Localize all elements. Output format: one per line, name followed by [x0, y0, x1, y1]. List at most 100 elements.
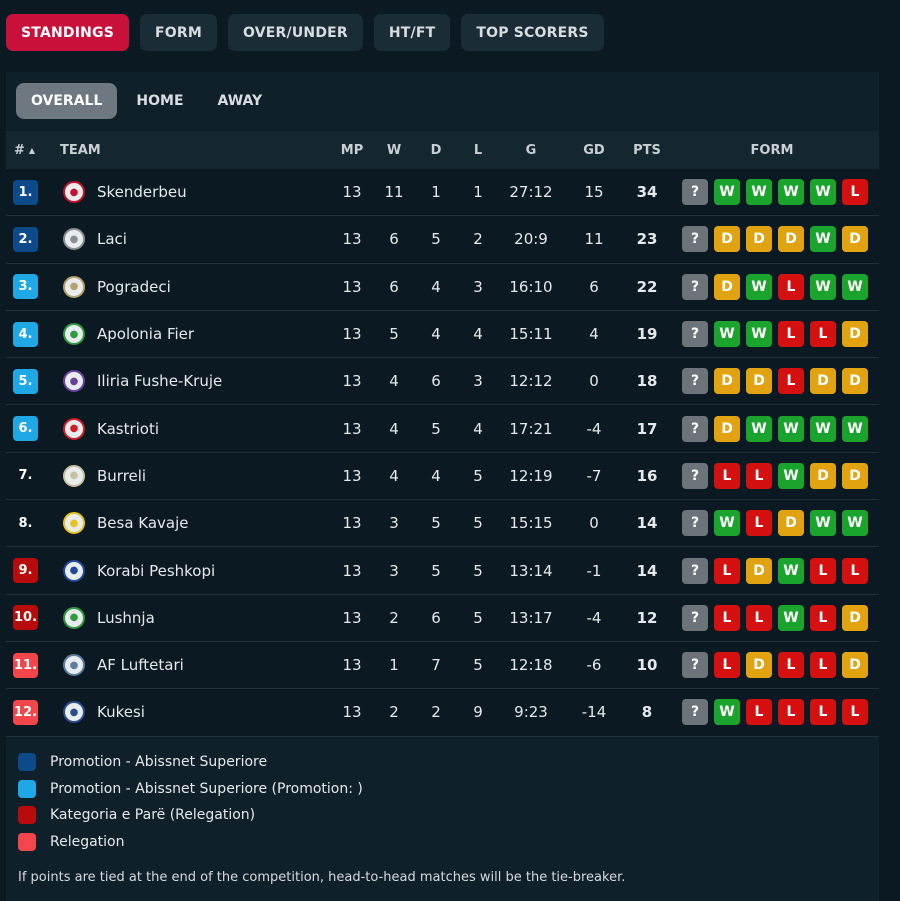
team-name[interactable]: Apolonia Fier	[97, 325, 195, 344]
form-result[interactable]: L	[810, 321, 836, 348]
form-result[interactable]: D	[714, 368, 740, 395]
form-result[interactable]: L	[842, 557, 868, 584]
table-row[interactable]: 9. ● Korabi Peshkopi 13 3 5 5 13:14 -1 14? L D W L L	[6, 547, 879, 595]
form-result[interactable]: L	[842, 699, 868, 726]
form-result[interactable]: D	[842, 226, 868, 253]
gd-header[interactable]: GD	[583, 142, 605, 158]
form-result[interactable]: L	[778, 652, 804, 679]
subtab-overall[interactable]: OVERALL	[16, 83, 118, 119]
form-result[interactable]: L	[714, 652, 740, 679]
form-result[interactable]: D	[714, 226, 740, 253]
form-result[interactable]: W	[778, 557, 804, 584]
l-header[interactable]: L	[473, 142, 483, 158]
form-result[interactable]: D	[746, 368, 772, 395]
form-result[interactable]: L	[810, 699, 836, 726]
form-result[interactable]: D	[842, 462, 868, 489]
form-result[interactable]: D	[778, 510, 804, 537]
form-result[interactable]: W	[810, 273, 836, 300]
form-result[interactable]: W	[714, 510, 740, 537]
form-result[interactable]: D	[810, 368, 836, 395]
form-next-match[interactable]: ?	[682, 368, 708, 395]
form-result[interactable]: L	[746, 510, 772, 537]
table-row[interactable]: 6. ● Kastrioti 13 4 5 4 17:21 -4 17? D W W W W	[6, 405, 879, 453]
form-result[interactable]: L	[810, 604, 836, 631]
form-result[interactable]: L	[842, 179, 868, 206]
mp-header[interactable]: MP	[340, 142, 364, 158]
form-result[interactable]: W	[842, 510, 868, 537]
form-next-match[interactable]: ?	[682, 226, 708, 253]
tab-ht-ft[interactable]: HT/FT	[373, 14, 451, 51]
g-header[interactable]: G	[525, 142, 537, 158]
tab-top-scorers[interactable]: TOP SCORERS	[461, 14, 604, 51]
team-name[interactable]: AF Luftetari	[97, 656, 184, 675]
form-next-match[interactable]: ?	[682, 462, 708, 489]
table-row[interactable]: 3. ● Pogradeci 13 6 4 3 16:10 6 22? D W L W W	[6, 263, 879, 311]
table-row[interactable]: 1. ● Skenderbeu 13 11 1 1 27:12 15 34? W W W W L	[6, 169, 879, 217]
form-result[interactable]: D	[778, 226, 804, 253]
team-name[interactable]: Kastrioti	[97, 419, 160, 438]
tab-standings[interactable]: STANDINGS	[6, 14, 130, 51]
team-name[interactable]: Laci	[97, 230, 127, 249]
form-result[interactable]: D	[810, 462, 836, 489]
form-result[interactable]: W	[746, 321, 772, 348]
team-name[interactable]: Kukesi	[97, 703, 145, 722]
table-row[interactable]: 4. ● Apolonia Fier 13 5 4 4 15:11 4 19? W W L L D	[6, 310, 879, 359]
form-next-match[interactable]: ?	[682, 557, 708, 584]
form-result[interactable]: L	[778, 321, 804, 348]
table-row[interactable]: 7. ● Burreli 13 4 4 5 12:19 -7 16? L L W D D	[6, 452, 879, 501]
form-next-match[interactable]: ?	[682, 652, 708, 679]
form-result[interactable]: D	[842, 604, 868, 631]
form-result[interactable]: W	[714, 321, 740, 348]
form-result[interactable]: D	[746, 557, 772, 584]
form-result[interactable]: L	[778, 273, 804, 300]
w-header[interactable]: W	[386, 142, 402, 158]
form-next-match[interactable]: ?	[682, 699, 708, 726]
table-row[interactable]: 10. ● Lushnja 13 2 6 5 13:17 -4 12? L L W L D	[6, 594, 879, 642]
form-result[interactable]: D	[746, 226, 772, 253]
form-result[interactable]: L	[746, 604, 772, 631]
form-result[interactable]: W	[842, 415, 868, 442]
form-next-match[interactable]: ?	[682, 321, 708, 348]
rank-header[interactable]: # ▲	[14, 131, 44, 169]
d-header[interactable]: D	[430, 142, 442, 158]
form-result[interactable]: W	[810, 179, 836, 206]
subtab-home[interactable]: HOME	[136, 93, 184, 109]
form-result[interactable]: D	[714, 273, 740, 300]
form-next-match[interactable]: ?	[682, 510, 708, 537]
form-result[interactable]: L	[714, 462, 740, 489]
table-row[interactable]: 12. ● Kukesi 13 2 2 9 9:23 -14 8? W L L L L	[6, 689, 879, 737]
table-row[interactable]: 11. ● AF Luftetari 13 1 7 5 12:18 -6 10? L D L L D	[6, 641, 879, 690]
team-name[interactable]: Burreli	[97, 466, 147, 485]
team-header[interactable]: TEAM	[60, 142, 101, 158]
form-result[interactable]: W	[746, 415, 772, 442]
form-result[interactable]: D	[842, 368, 868, 395]
form-result[interactable]: L	[778, 368, 804, 395]
table-row[interactable]: 8. ● Besa Kavaje 13 3 5 5 15:15 0 14? W L D W W	[6, 500, 879, 548]
form-next-match[interactable]: ?	[682, 604, 708, 631]
form-result[interactable]: D	[842, 321, 868, 348]
form-result[interactable]: L	[746, 462, 772, 489]
form-result[interactable]: W	[810, 510, 836, 537]
form-next-match[interactable]: ?	[682, 415, 708, 442]
table-row[interactable]: 5. ● Iliria Fushe-Kruje 13 4 6 3 12:12 0 18? D D L D D	[6, 358, 879, 406]
form-result[interactable]: D	[714, 415, 740, 442]
form-next-match[interactable]: ?	[682, 273, 708, 300]
form-result[interactable]: W	[714, 699, 740, 726]
form-result[interactable]: D	[842, 652, 868, 679]
form-result[interactable]: W	[778, 179, 804, 206]
form-result[interactable]: W	[778, 462, 804, 489]
form-result[interactable]: L	[810, 652, 836, 679]
form-result[interactable]: L	[714, 557, 740, 584]
tab-form[interactable]: FORM	[140, 14, 218, 51]
form-result[interactable]: W	[746, 273, 772, 300]
form-result[interactable]: W	[810, 226, 836, 253]
form-result[interactable]: L	[746, 699, 772, 726]
team-name[interactable]: Lushnja	[97, 608, 155, 627]
form-result[interactable]: W	[714, 179, 740, 206]
form-next-match[interactable]: ?	[682, 179, 708, 206]
subtab-away[interactable]: AWAY	[217, 93, 263, 109]
team-name[interactable]: Besa Kavaje	[97, 514, 189, 533]
team-name[interactable]: Korabi Peshkopi	[97, 561, 216, 580]
form-result[interactable]: D	[746, 652, 772, 679]
team-name[interactable]: Iliria Fushe-Kruje	[97, 372, 223, 391]
